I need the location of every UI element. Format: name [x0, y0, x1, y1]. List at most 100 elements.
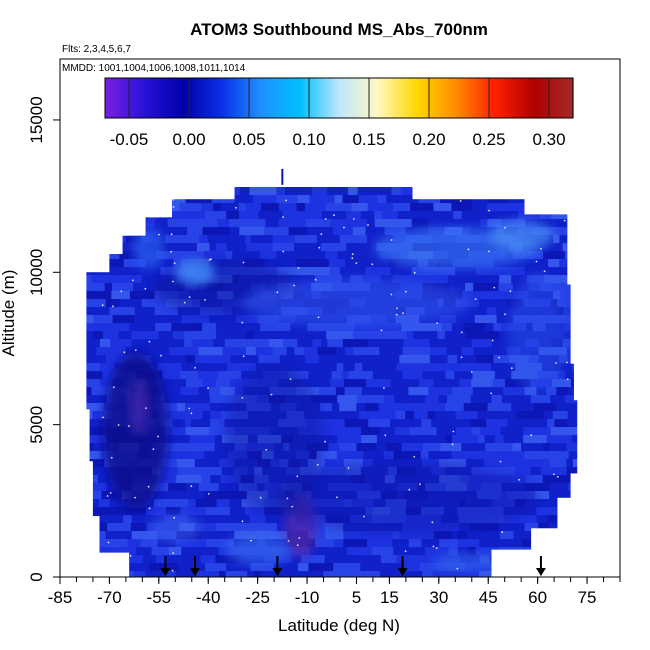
field-cell [487, 403, 512, 412]
field-cell [86, 283, 106, 292]
sample-point [488, 250, 490, 253]
field-cell [356, 355, 378, 364]
field-cell [215, 555, 240, 564]
field-cell [401, 323, 421, 332]
field-cell [381, 211, 399, 220]
sample-point [314, 278, 317, 281]
sample-point [188, 407, 191, 410]
field-cell [380, 571, 405, 577]
field-cell [221, 467, 234, 476]
field-cell [114, 243, 140, 252]
field-cell [335, 323, 356, 332]
field-cell [228, 203, 240, 212]
field-cell [313, 227, 334, 236]
field-cell [444, 331, 466, 340]
field-cell [279, 235, 296, 244]
field-cell [470, 419, 487, 428]
field-cell [198, 387, 210, 396]
field-cell [374, 219, 390, 228]
field-cell [215, 243, 228, 252]
field-cell [564, 323, 577, 332]
field-cell [343, 539, 356, 548]
field-cell [307, 227, 314, 236]
field-cell [572, 435, 578, 444]
sample-point [129, 555, 132, 557]
field-cell [389, 363, 397, 372]
field-cell [548, 523, 571, 532]
field-cell [489, 555, 516, 564]
field-cell [379, 347, 403, 356]
field-cell [381, 555, 397, 564]
field-cell [452, 387, 474, 396]
field-cell [383, 451, 395, 460]
sample-point [467, 248, 470, 251]
field-cell [157, 539, 176, 548]
field-cell [106, 211, 128, 220]
field-cell [439, 315, 457, 324]
field-cell [505, 451, 526, 460]
field-cell [202, 459, 220, 468]
field-cell [298, 323, 308, 332]
field-cell [346, 451, 364, 460]
field-cell [455, 411, 478, 420]
field-feature [175, 260, 215, 285]
field-cell [305, 379, 331, 388]
sample-point [324, 218, 327, 220]
sample-point [451, 443, 454, 446]
field-cell [283, 339, 298, 348]
field-cell [157, 363, 182, 372]
field-cell [150, 187, 164, 196]
sample-point [324, 440, 326, 443]
field-cell [504, 379, 531, 388]
field-cell [263, 227, 289, 236]
field-cell [343, 531, 362, 540]
field-cell [359, 411, 372, 420]
field-cell [555, 275, 573, 284]
field-cell [184, 339, 192, 348]
field-cell [229, 227, 240, 236]
field-cell [425, 395, 439, 404]
sample-point [408, 488, 411, 491]
field-cell [409, 427, 437, 436]
field-cell [399, 531, 410, 540]
field-cell [181, 315, 210, 324]
field-cell [164, 427, 187, 436]
field-cell [461, 347, 475, 356]
sample-point [134, 496, 137, 499]
sample-point [297, 267, 300, 269]
field-cell [372, 371, 381, 380]
field-cell [418, 195, 441, 204]
field-cell [107, 563, 115, 572]
field-cell [272, 259, 297, 268]
sample-point [157, 435, 159, 438]
field-cell [340, 267, 347, 276]
field-cell [473, 283, 499, 292]
sample-point [286, 497, 289, 500]
field-cell [492, 347, 508, 356]
field-cell [243, 363, 257, 372]
field-cell [112, 315, 135, 324]
field-cell [219, 459, 235, 468]
field-cell [332, 571, 345, 577]
field-cell [98, 195, 116, 204]
field-cell [470, 395, 492, 404]
field-cell [212, 195, 235, 204]
field-cell [511, 403, 535, 412]
sample-point [488, 209, 490, 212]
field-cell [492, 275, 500, 284]
field-cell [173, 259, 182, 268]
field-cell [356, 443, 377, 452]
field-cell [222, 491, 248, 500]
field-cell [181, 547, 209, 556]
field-cell [238, 323, 261, 332]
field-cell [559, 219, 577, 228]
field-cell [548, 195, 561, 204]
field-cell [202, 323, 217, 332]
field-cell [144, 499, 155, 508]
field-cell [215, 323, 239, 332]
field-cell [163, 395, 191, 404]
field-cell [479, 539, 490, 548]
field-cell [500, 531, 514, 540]
field-cell [485, 451, 497, 460]
field-cell [277, 267, 290, 276]
